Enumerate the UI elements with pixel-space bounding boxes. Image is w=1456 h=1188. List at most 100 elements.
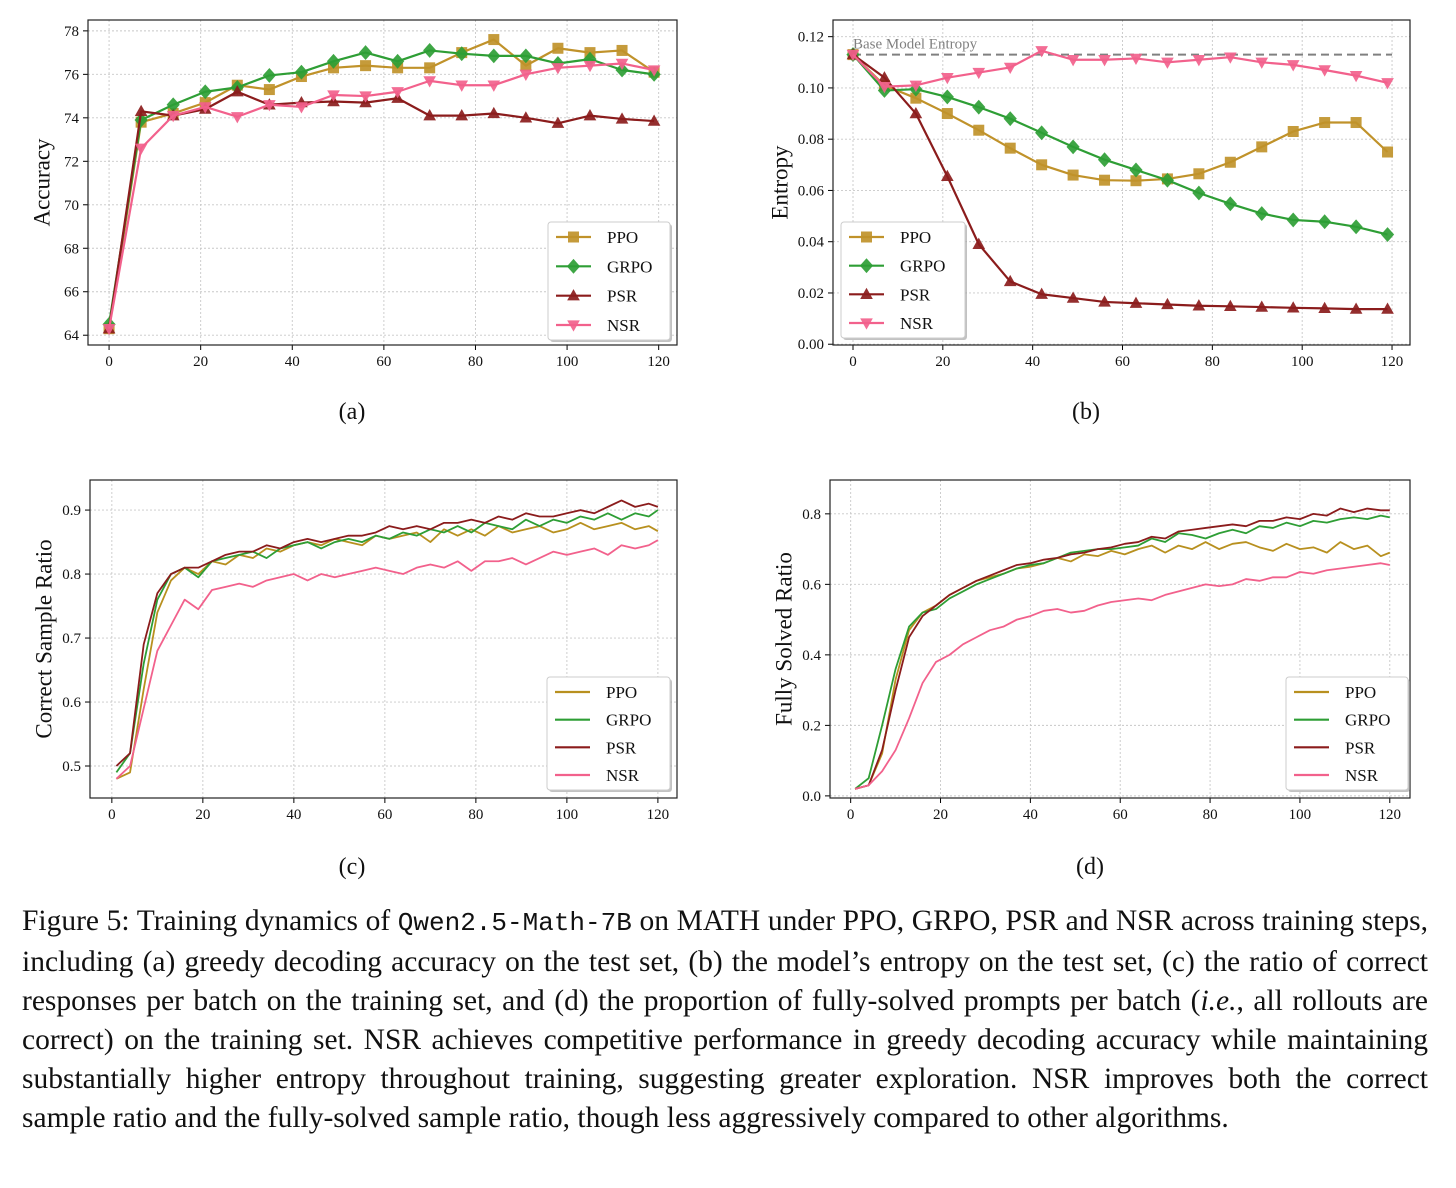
x-tick-label: 120: [647, 807, 670, 823]
legend-box: [1285, 676, 1409, 791]
x-tick-label: 80: [1203, 807, 1218, 823]
x-tick-label: 0: [108, 807, 116, 823]
data-point-grpo: [134, 112, 148, 128]
data-point-psr: [1318, 301, 1331, 314]
data-point-nsr: [1161, 57, 1174, 69]
data-point-nsr: [198, 102, 212, 114]
data-point-ppo: [520, 60, 532, 72]
series-line-psr: [854, 507, 1390, 790]
caption-ie: i.e.: [1200, 985, 1237, 1017]
data-point-nsr: [487, 80, 501, 92]
y-tick-label: 0.4: [802, 648, 821, 664]
data-point-ppo: [1130, 175, 1142, 187]
data-point-psr: [1286, 301, 1300, 313]
y-tick-label: 68: [64, 241, 79, 257]
legend-label-ppo: PPO: [606, 683, 637, 702]
x-tick-label: 20: [933, 807, 948, 823]
data-point-grpo: [358, 45, 373, 61]
series-grpo: [115, 509, 659, 773]
x-tick-label: 100: [556, 354, 579, 370]
legend-label-psr: PSR: [1345, 738, 1376, 757]
caption-text-2: on MATH under PPO, GRPO, PSR and NSR acr…: [22, 905, 1428, 1017]
data-point-nsr: [359, 91, 372, 103]
x-tick-label: 20: [935, 354, 950, 370]
y-tick-label: 72: [64, 154, 79, 170]
chart-panel-c: 0 20 40 60 80 100 120 0.5 0.6 0.7 0.8 0.9 Correct Sa…: [31, 479, 678, 880]
data-point-psr: [1161, 297, 1174, 310]
data-point-psr: [1066, 291, 1080, 303]
data-point-psr: [1098, 295, 1111, 307]
data-point-nsr: [295, 102, 308, 114]
x-tick-label: 40: [285, 354, 300, 370]
data-point-nsr: [519, 69, 533, 81]
data-point-nsr: [1192, 55, 1206, 67]
data-point-ppo: [1224, 156, 1236, 168]
data-point-ppo: [1382, 146, 1394, 158]
data-point-grpo: [198, 84, 212, 100]
data-point-nsr: [583, 60, 597, 73]
legend-marker-grpo: [859, 258, 874, 274]
y-tick-label: 0.6: [62, 695, 81, 711]
data-point-ppo: [910, 92, 922, 104]
data-point-psr: [583, 109, 597, 121]
data-point-grpo: [1223, 196, 1237, 212]
data-point-ppo: [973, 124, 985, 136]
x-tick-label: 120: [647, 354, 670, 370]
y-tick-label: 0.9: [62, 503, 81, 519]
x-tick-label: 20: [193, 354, 208, 370]
data-point-grpo: [1097, 152, 1112, 168]
data-point-grpo: [391, 53, 405, 69]
data-point-nsr: [1223, 52, 1237, 64]
data-point-grpo: [940, 89, 954, 105]
series-grpo: [846, 47, 1395, 242]
data-point-psr: [1035, 287, 1048, 299]
y-tick-label: 74: [64, 111, 80, 127]
legend-box: [546, 676, 671, 791]
y-tick-label: 0.06: [798, 183, 825, 199]
data-point-psr: [940, 169, 954, 182]
x-tick-label: 60: [1115, 354, 1130, 370]
data-point-psr: [878, 71, 891, 83]
data-point-psr: [1192, 299, 1206, 311]
data-point-nsr: [615, 58, 629, 71]
legend-marker-psr: [567, 289, 580, 301]
y-tick-label: 0.04: [798, 235, 825, 251]
data-point-nsr: [878, 81, 891, 94]
series-line-psr: [115, 499, 659, 767]
y-tick-label: 64: [64, 328, 80, 344]
data-point-psr: [487, 106, 501, 119]
data-point-ppo: [1004, 142, 1016, 154]
legend-marker-psr: [860, 287, 873, 300]
legend-marker-grpo: [566, 258, 581, 274]
figure-5: 0 20 40 60 80 100 120 64 66 68 70 72 74 76 78 Accuracy P…: [29, 19, 1411, 880]
series-nsr: [854, 562, 1390, 790]
x-tick-label: 60: [376, 354, 391, 370]
data-point-psr: [1381, 302, 1394, 314]
series-line-nsr: [852, 49, 1388, 88]
legend-box: [547, 221, 671, 341]
y-tick-label: 0.10: [798, 81, 824, 97]
legend-label-nsr: NSR: [900, 314, 934, 333]
y-tick-label: 76: [64, 67, 80, 83]
legend-label-ppo: PPO: [1345, 683, 1376, 702]
data-point-nsr: [1286, 60, 1300, 72]
panel-label: (c): [339, 854, 366, 880]
data-point-nsr: [1255, 57, 1269, 69]
figure-caption: Figure 5: Training dynamics of Qwen2.5-M…: [22, 902, 1428, 1138]
data-point-psr: [1349, 302, 1363, 314]
axes-frame: [89, 479, 678, 799]
data-point-nsr: [327, 90, 340, 102]
data-point-psr: [134, 104, 148, 116]
data-point-psr: [972, 237, 986, 249]
data-point-grpo: [1380, 227, 1395, 242]
data-point-ppo: [1287, 125, 1299, 137]
series-line-ppo: [852, 53, 1389, 182]
data-point-psr: [519, 111, 533, 123]
caption-model-name: Qwen2.5-Math-7B: [397, 908, 632, 938]
legend-marker-nsr: [860, 318, 873, 330]
legend-label-ppo: PPO: [900, 228, 931, 247]
series-psr: [854, 507, 1390, 790]
legend-label-nsr: NSR: [606, 766, 640, 785]
data-point-nsr: [423, 76, 436, 88]
data-point-psr: [615, 112, 629, 124]
